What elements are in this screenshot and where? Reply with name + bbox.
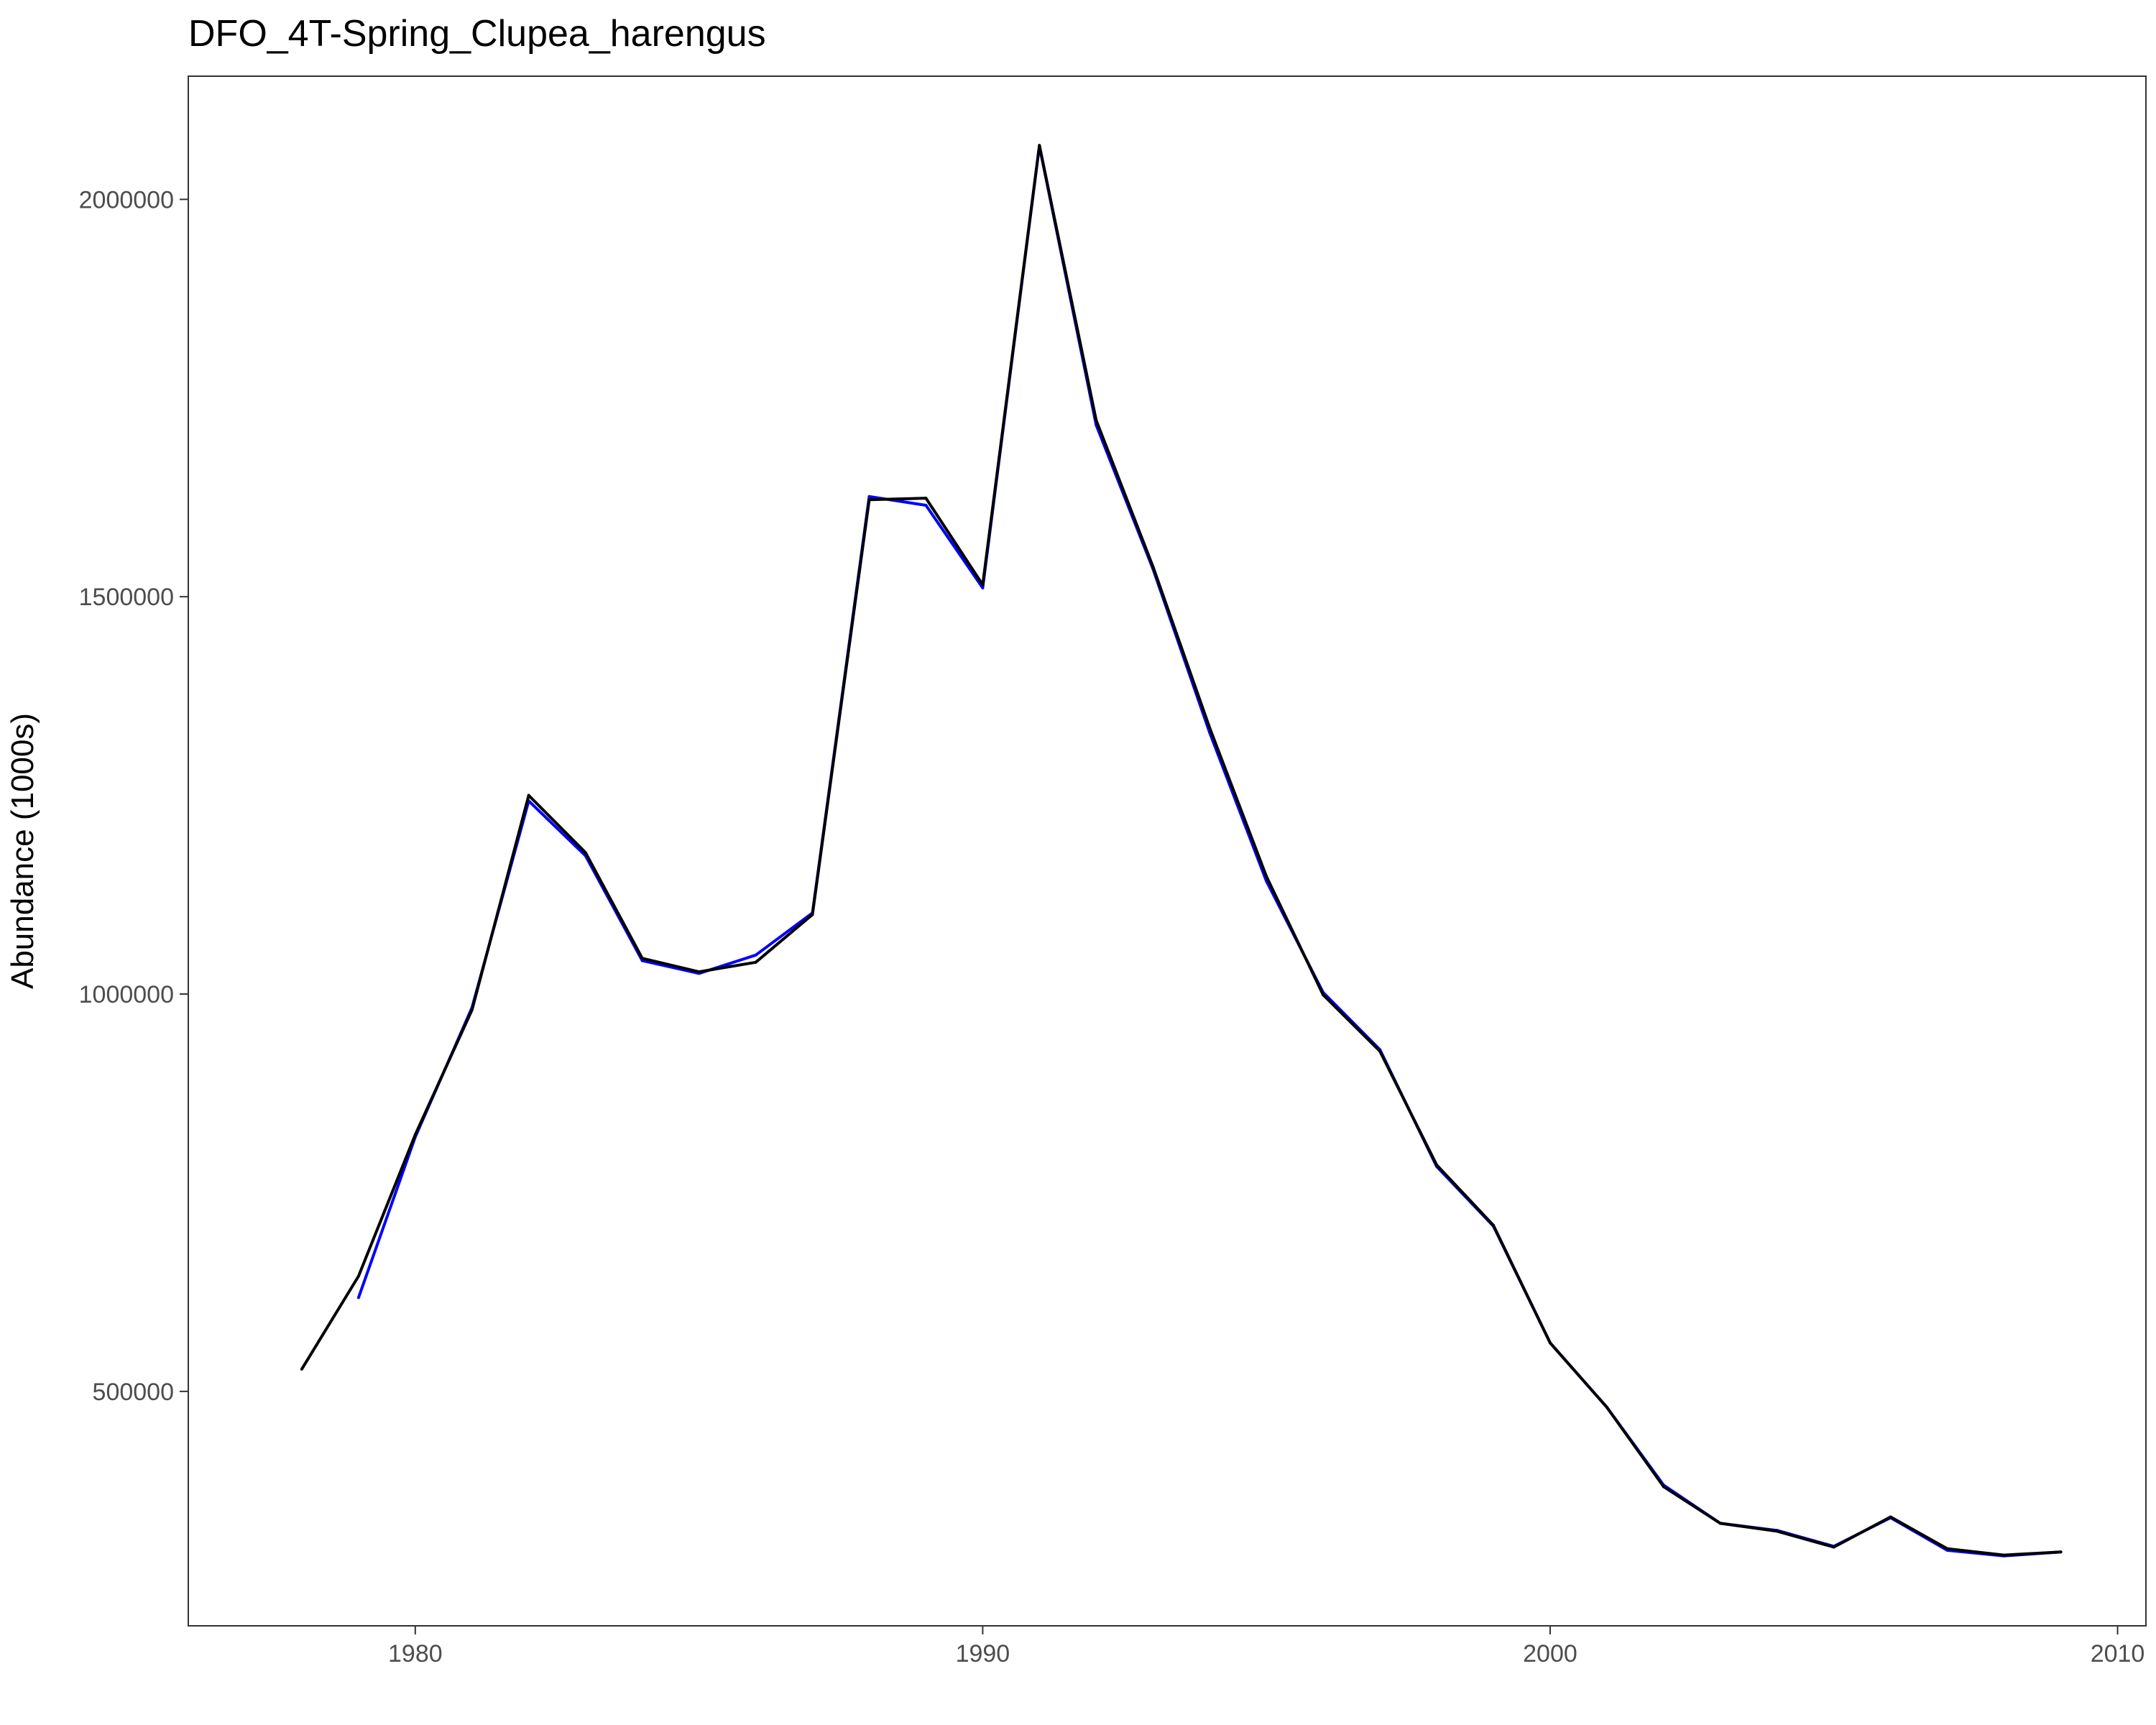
series-2	[300, 144, 2063, 1557]
data-point	[924, 497, 928, 500]
data-point	[754, 960, 757, 964]
data-point	[1662, 1485, 1665, 1489]
data-point	[1775, 1530, 1779, 1533]
data-point	[640, 959, 644, 962]
data-point	[811, 913, 814, 916]
data-point	[1322, 993, 1325, 997]
data-point	[413, 1133, 417, 1136]
x-tick-label: 2010	[2091, 1640, 2145, 1668]
data-point	[1208, 726, 1212, 730]
data-point	[981, 583, 985, 586]
data-point	[2002, 1553, 2006, 1557]
data-point	[754, 953, 757, 957]
y-tick-label: 500000	[93, 1379, 174, 1406]
data-point	[1151, 565, 1155, 569]
data-point	[1265, 875, 1268, 878]
data-point	[1492, 1223, 1495, 1227]
y-tick-label: 1500000	[79, 584, 174, 611]
data-point	[867, 498, 871, 502]
data-point	[867, 494, 871, 498]
data-point	[1378, 1049, 1382, 1053]
data-point	[1718, 1522, 1722, 1525]
x-tick-label: 1980	[388, 1640, 443, 1668]
data-point	[1945, 1547, 1949, 1550]
data-point	[1889, 1515, 1892, 1519]
y-tick-label: 1000000	[79, 981, 174, 1008]
data-point	[2059, 1550, 2063, 1554]
x-tick-label: 1990	[956, 1640, 1010, 1668]
data-point	[640, 957, 644, 960]
data-point	[300, 1367, 303, 1371]
series-line	[300, 144, 2061, 1557]
data-point	[697, 970, 701, 974]
series-layer	[300, 144, 2063, 1558]
data-point	[356, 1296, 360, 1300]
data-point	[1435, 1163, 1438, 1167]
data-point	[924, 504, 928, 507]
plot-panel	[188, 75, 2147, 1627]
data-point	[527, 794, 530, 797]
data-point	[1549, 1341, 1552, 1345]
x-tick-label: 2000	[1523, 1640, 1577, 1668]
series-1	[356, 144, 2063, 1558]
data-point	[1605, 1405, 1608, 1409]
data-point	[470, 1008, 474, 1012]
y-tick-label: 2000000	[79, 186, 174, 213]
data-point	[356, 1274, 360, 1278]
x-axis: 1980 1990 2000 2010	[388, 1626, 2145, 1668]
data-point	[1095, 418, 1098, 422]
data-point	[1832, 1545, 1835, 1549]
y-axis-label: Abundance (1000s)	[5, 713, 40, 989]
data-point	[1038, 144, 1041, 147]
data-point	[981, 586, 985, 589]
chart-title: DFO_4T-Spring_Clupea_harengus	[188, 13, 766, 55]
data-point	[584, 851, 587, 855]
series-line	[357, 144, 2061, 1558]
y-axis: 500000 1000000 1500000 2000000	[79, 186, 188, 1406]
